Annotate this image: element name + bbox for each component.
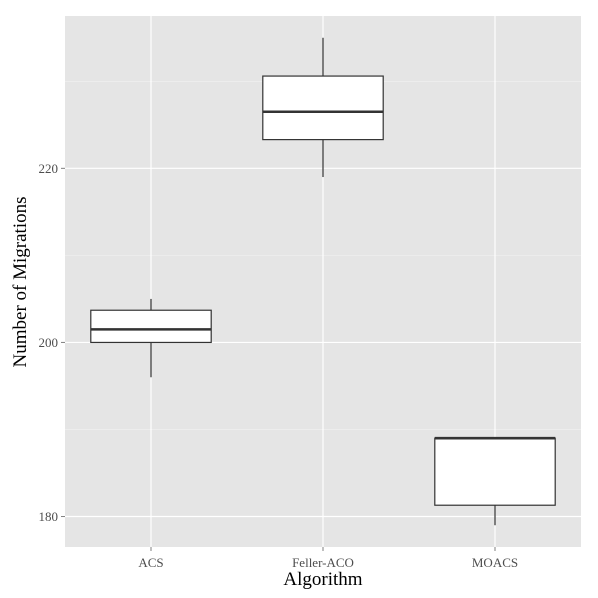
x-axis-title: Algorithm xyxy=(283,569,362,590)
x-axis-ticks: ACS Feller-ACO MOACS xyxy=(138,547,518,570)
x-tick-label: ACS xyxy=(138,555,163,570)
y-tick-label: 180 xyxy=(39,509,59,524)
box-series xyxy=(90,37,556,526)
y-tick-label: 220 xyxy=(39,161,59,176)
x-tick-label: Feller-ACO xyxy=(292,555,354,570)
box-moacs xyxy=(434,436,556,526)
box-body xyxy=(434,437,556,506)
box-acs xyxy=(90,298,212,378)
box-feller-aco xyxy=(262,37,384,178)
x-tick-label: MOACS xyxy=(472,555,518,570)
box-body xyxy=(262,75,384,141)
y-axis-title: Number of Migrations xyxy=(10,197,31,368)
y-axis-ticks: 180 200 220 xyxy=(39,161,65,524)
box-body xyxy=(90,309,212,344)
y-tick-label: 200 xyxy=(39,335,59,350)
